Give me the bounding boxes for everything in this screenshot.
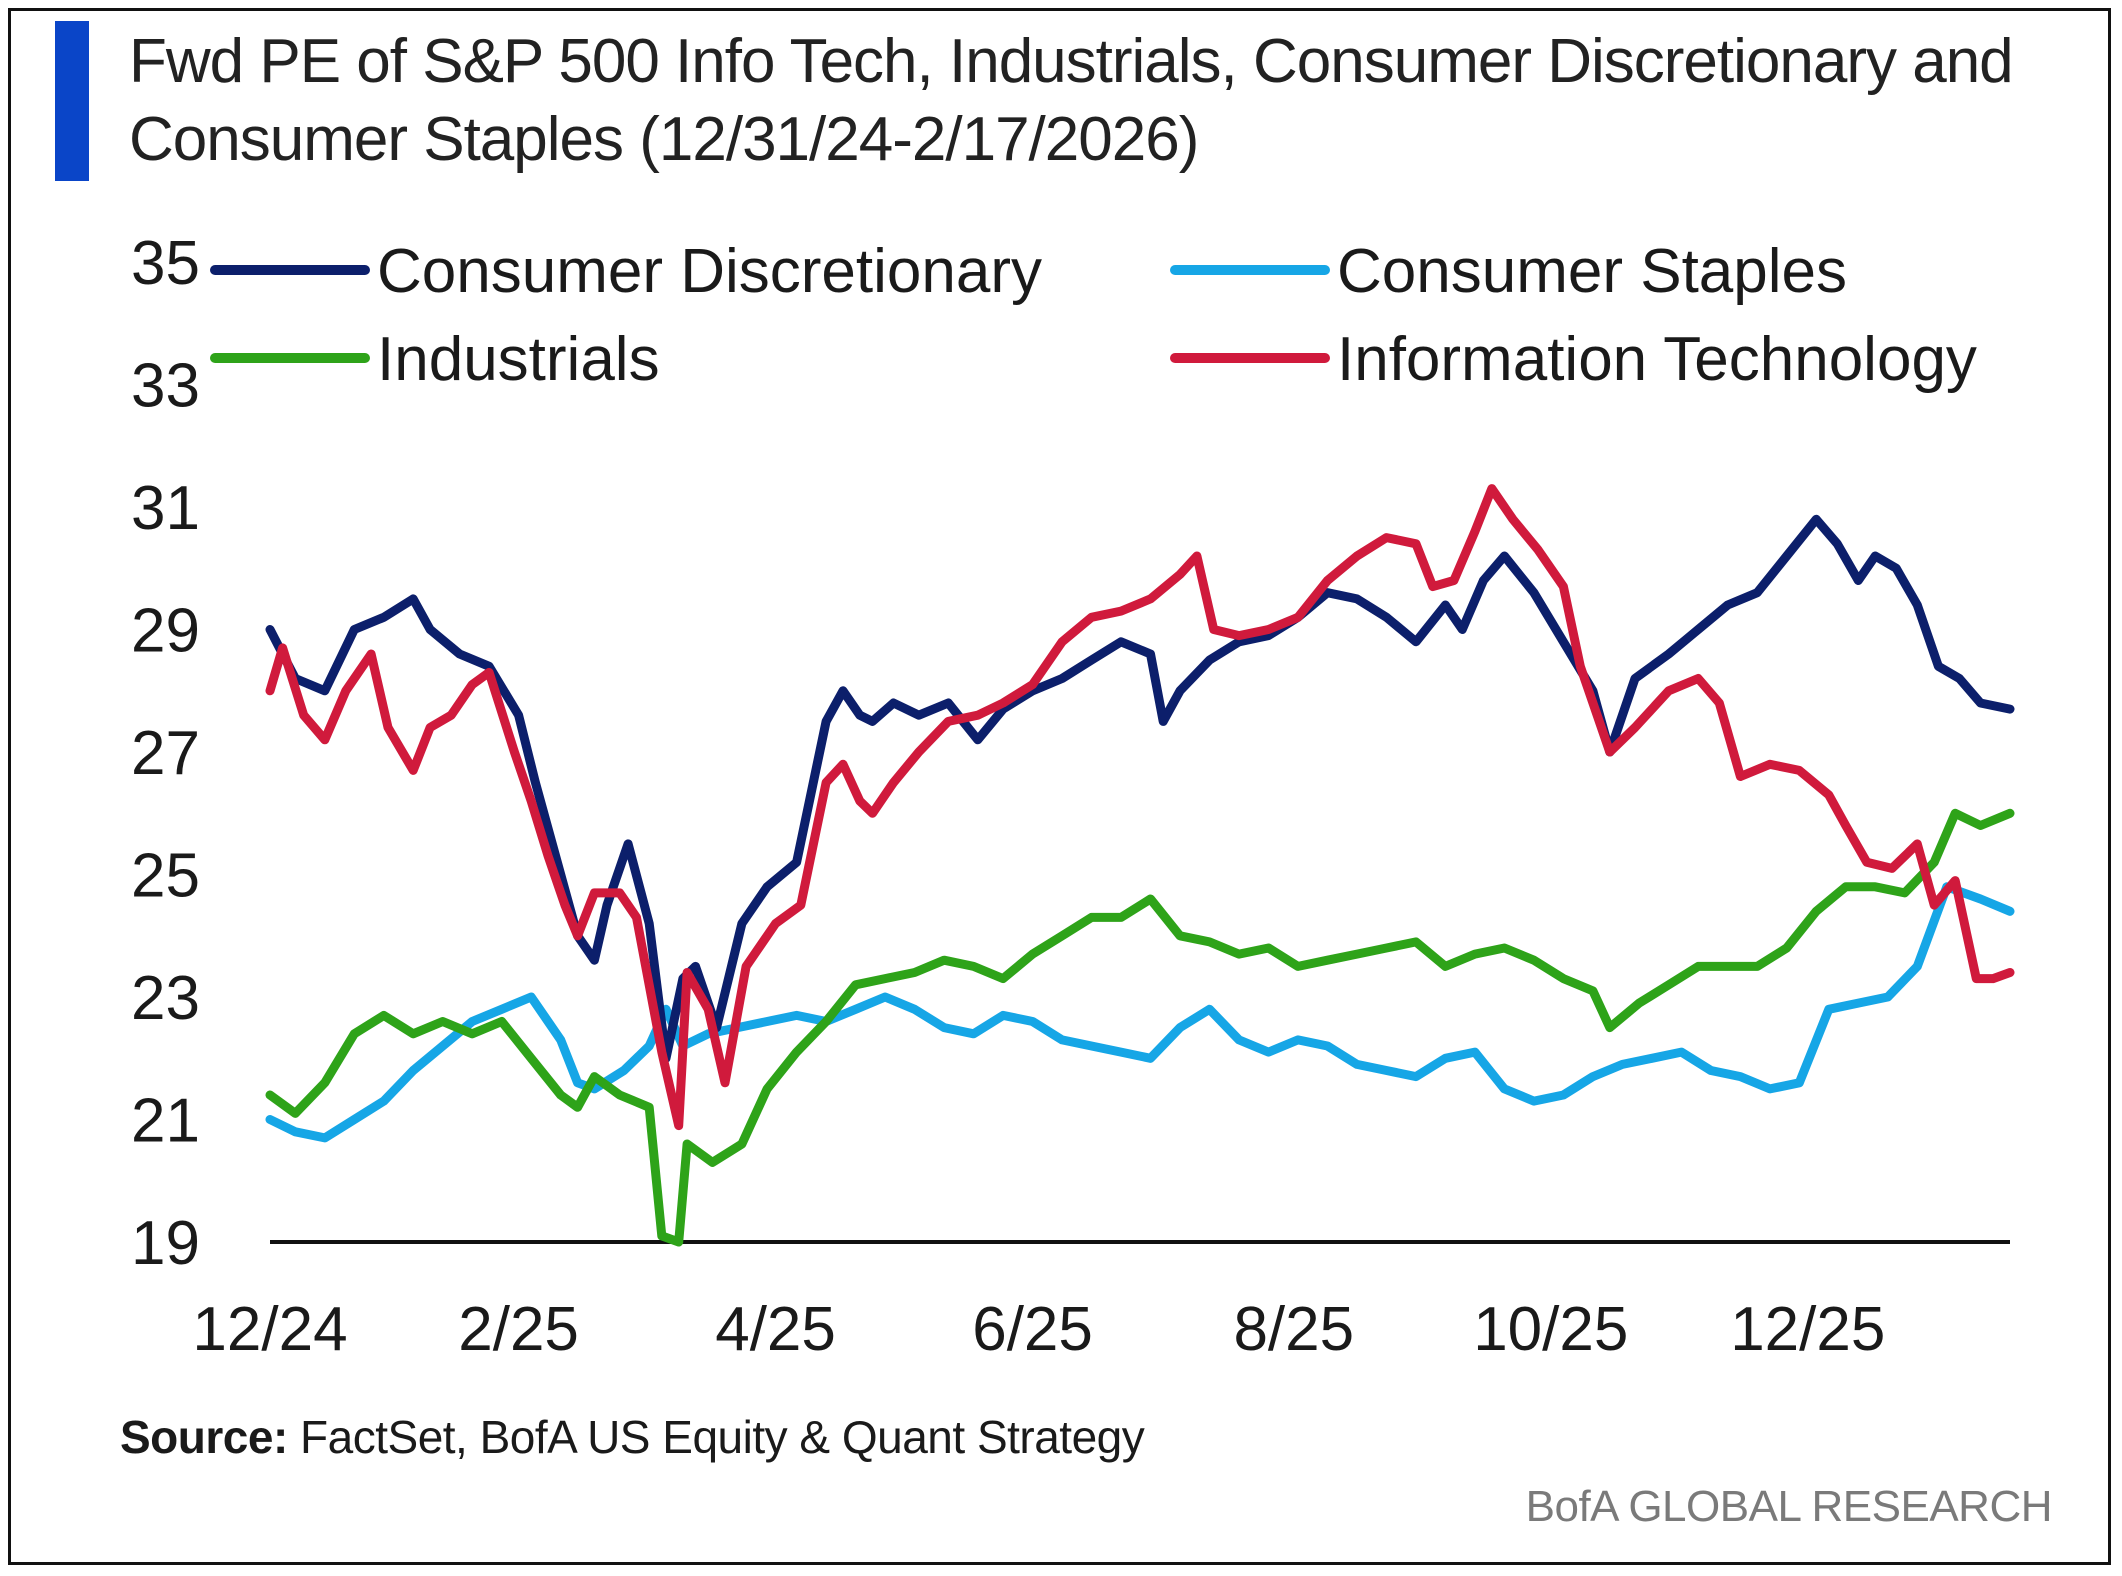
x-axis-ticks: 12/24 2/25 4/25 6/25 8/25 10/25 12/25: [192, 1295, 1885, 1364]
chart-title: Fwd PE of S&P 500 Info Tech, Industrials…: [129, 27, 2014, 174]
footer-brand: BofA GLOBAL RESEARCH: [1525, 1482, 2053, 1531]
series-lines: [265, 484, 2015, 1247]
legend-label-consumer-discretionary: Consumer Discretionary: [377, 237, 1042, 306]
x-tick-label: 10/25: [1473, 1295, 1628, 1364]
x-tick-label: 12/24: [192, 1295, 347, 1364]
legend: Consumer Discretionary Consumer Staples In…: [210, 237, 1977, 394]
x-tick-label: 6/25: [972, 1295, 1093, 1364]
y-tick-label: 25: [131, 842, 200, 911]
y-tick-label: 35: [131, 229, 200, 298]
x-tick-label: 8/25: [1233, 1295, 1354, 1364]
series-line-consumer-staples: [265, 882, 2015, 1143]
source-note: Source: FactSet, BofA US Equity & Quant …: [120, 1410, 1145, 1464]
x-tick-label: 12/25: [1730, 1295, 1885, 1364]
series-line-industrials: [265, 808, 2015, 1247]
y-tick-label: 29: [131, 597, 200, 666]
series-line-information-technology: [265, 484, 2015, 1131]
title-accent-bar: [55, 21, 89, 181]
y-tick-label: 31: [131, 474, 200, 543]
y-tick-label: 23: [131, 964, 200, 1033]
y-axis-ticks: 19 21 23 25 27 29 31 33 35: [131, 229, 200, 1278]
legend-label-information-technology: Information Technology: [1337, 325, 1977, 394]
legend-label-consumer-staples: Consumer Staples: [1337, 237, 1847, 306]
y-tick-label: 27: [131, 719, 200, 788]
y-tick-label: 33: [131, 352, 200, 421]
x-tick-label: 2/25: [458, 1295, 579, 1364]
source-text: FactSet, BofA US Equity & Quant Strategy: [300, 1411, 1145, 1463]
y-tick-label: 19: [131, 1209, 200, 1278]
source-label: Source:: [120, 1411, 288, 1463]
y-tick-label: 21: [131, 1087, 200, 1156]
x-tick-label: 4/25: [715, 1295, 836, 1364]
legend-label-industrials: Industrials: [377, 325, 660, 394]
